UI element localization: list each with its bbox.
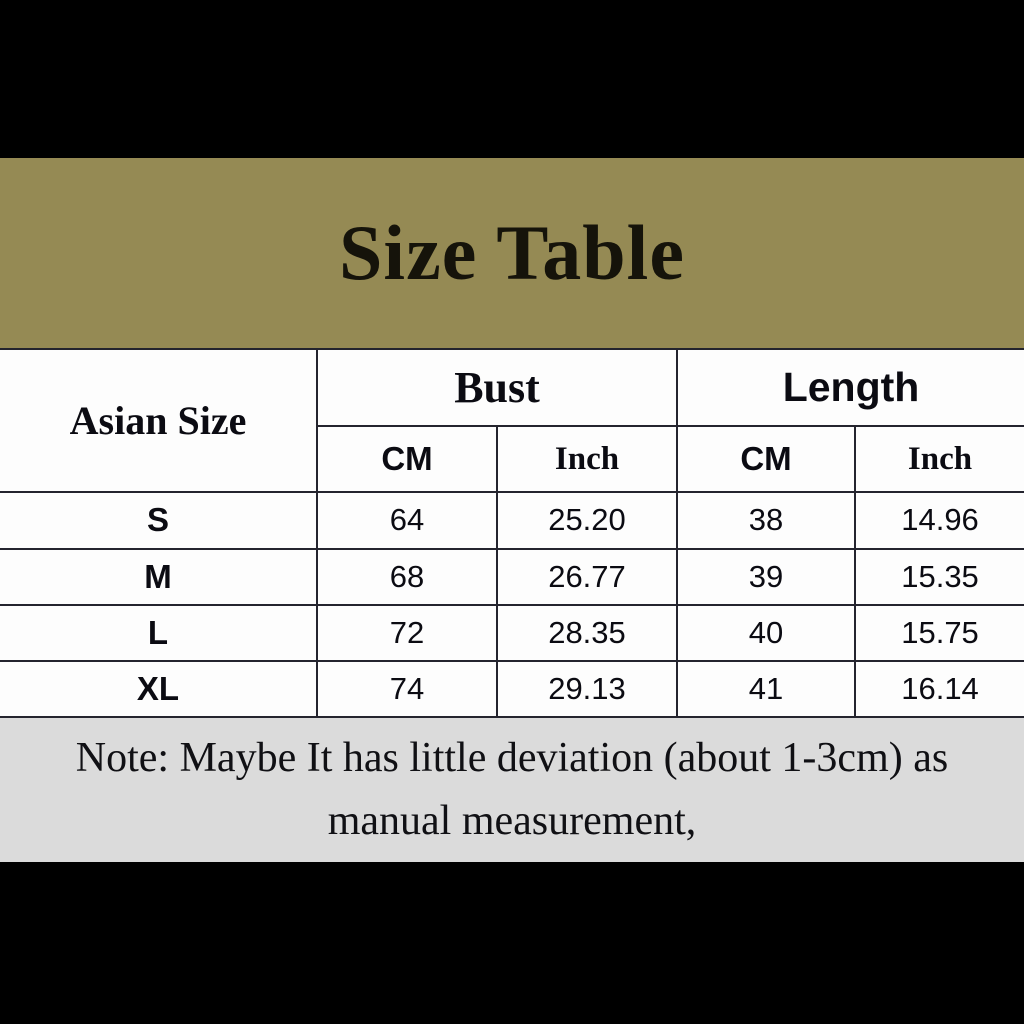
table-row-xl: XL 74 29.13 41 16.14: [0, 659, 1024, 719]
col-subheader-bust-inch: Inch: [496, 425, 678, 494]
table-row-l: L 72 28.35 40 15.75: [0, 603, 1024, 662]
size-label: L: [0, 603, 318, 662]
length-inch-value: 16.14: [853, 659, 1024, 719]
length-cm-value: 41: [676, 659, 856, 719]
bust-cm-value: 74: [316, 659, 498, 719]
length-inch-value: 15.75: [853, 603, 1024, 662]
table-header-row-groups: Asian Size Bust Length: [0, 347, 1024, 494]
bottom-black-bar: [0, 862, 1024, 1024]
length-inch-value: 15.35: [853, 547, 1024, 606]
note-section: Note: Maybe It has little deviation (abo…: [0, 718, 1024, 862]
length-cm-value: 38: [676, 491, 856, 550]
title-banner: Size Table: [0, 158, 1024, 348]
length-inch-value: 14.96: [853, 491, 1024, 550]
bust-cm-value: 64: [316, 491, 498, 550]
col-header-asian-size: Asian Size: [0, 347, 318, 494]
bust-inch-value: 25.20: [496, 491, 678, 550]
bust-inch-value: 26.77: [496, 547, 678, 606]
size-table-section: Asian Size Bust Length CM Inch CM Inch S…: [0, 347, 1024, 719]
size-label: M: [0, 547, 318, 606]
size-label: S: [0, 491, 318, 550]
table-row-s: S 64 25.20 38 14.96: [0, 491, 1024, 550]
table-row-m: M 68 26.77 39 15.35: [0, 547, 1024, 606]
size-table: Asian Size Bust Length CM Inch CM Inch S…: [0, 347, 1024, 719]
col-header-bust: Bust: [316, 347, 678, 428]
top-black-bar: [0, 0, 1024, 158]
col-header-length: Length: [675, 347, 1024, 428]
bust-inch-value: 29.13: [496, 659, 678, 719]
note-text: Note: Maybe It has little deviation (abo…: [75, 735, 949, 844]
length-cm-value: 40: [676, 603, 856, 662]
page-title: Size Table: [339, 209, 685, 296]
col-subheader-length-cm: CM: [676, 425, 856, 494]
bust-cm-value: 68: [316, 547, 498, 606]
col-subheader-length-inch: Inch: [853, 425, 1024, 494]
bust-inch-value: 28.35: [496, 603, 678, 662]
size-label: XL: [0, 659, 318, 719]
bust-cm-value: 72: [316, 603, 498, 662]
length-cm-value: 39: [676, 547, 856, 606]
table-header-row-units: CM Inch CM Inch: [0, 425, 1024, 494]
col-subheader-bust-cm: CM: [317, 425, 498, 494]
